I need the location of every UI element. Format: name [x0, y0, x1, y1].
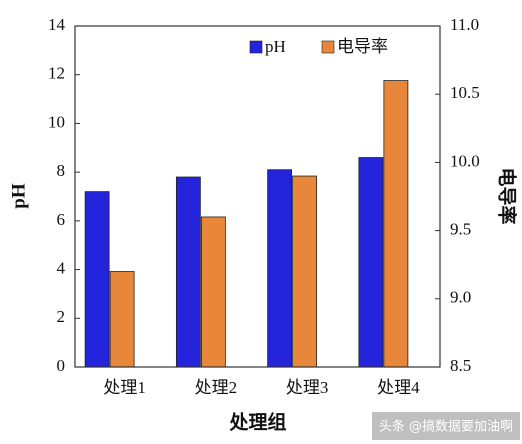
y-axis-label: pH: [8, 183, 29, 209]
bar: [292, 175, 318, 368]
legend-label: 电导率: [337, 37, 388, 56]
bar: [175, 176, 201, 368]
bar: [358, 157, 384, 368]
legend-swatch: [321, 40, 335, 54]
bar: [267, 169, 293, 368]
y2-tick-label: 10.5: [450, 83, 480, 102]
watermark-bg: [372, 412, 520, 440]
y-tick-label: 4: [57, 258, 66, 277]
y2-tick-label: 9.5: [450, 220, 471, 239]
x-tick-label: 处理4: [377, 378, 420, 397]
bar: [383, 80, 409, 368]
y-tick-label: 6: [57, 210, 66, 229]
x-axis-label: 处理组: [228, 410, 286, 433]
y2-tick-label: 11.0: [450, 15, 479, 34]
legend-label: pH: [265, 37, 286, 56]
bar: [200, 216, 226, 368]
y2-tick-label: 10.0: [450, 151, 480, 170]
watermark: 头条 @搞数据要加油啊: [379, 419, 513, 435]
bar: [84, 191, 110, 368]
x-tick-label: 处理2: [195, 378, 238, 397]
x-tick-label: 处理1: [103, 378, 146, 397]
bar: [109, 271, 135, 368]
y-tick-label: 0: [57, 356, 66, 375]
y2-tick-label: 8.5: [450, 356, 471, 375]
x-tick-label: 处理3: [286, 378, 329, 397]
plot-frame: [74, 25, 441, 368]
y-tick-label: 8: [57, 161, 66, 180]
y-tick-label: 14: [48, 15, 66, 34]
y2-tick-label: 9.0: [450, 288, 471, 307]
y-tick-label: 2: [57, 307, 66, 326]
legend-swatch: [249, 40, 263, 54]
y2-axis-label: 电导率: [496, 167, 519, 224]
y-tick-label: 12: [48, 64, 65, 83]
y-tick-label: 10: [48, 112, 65, 131]
